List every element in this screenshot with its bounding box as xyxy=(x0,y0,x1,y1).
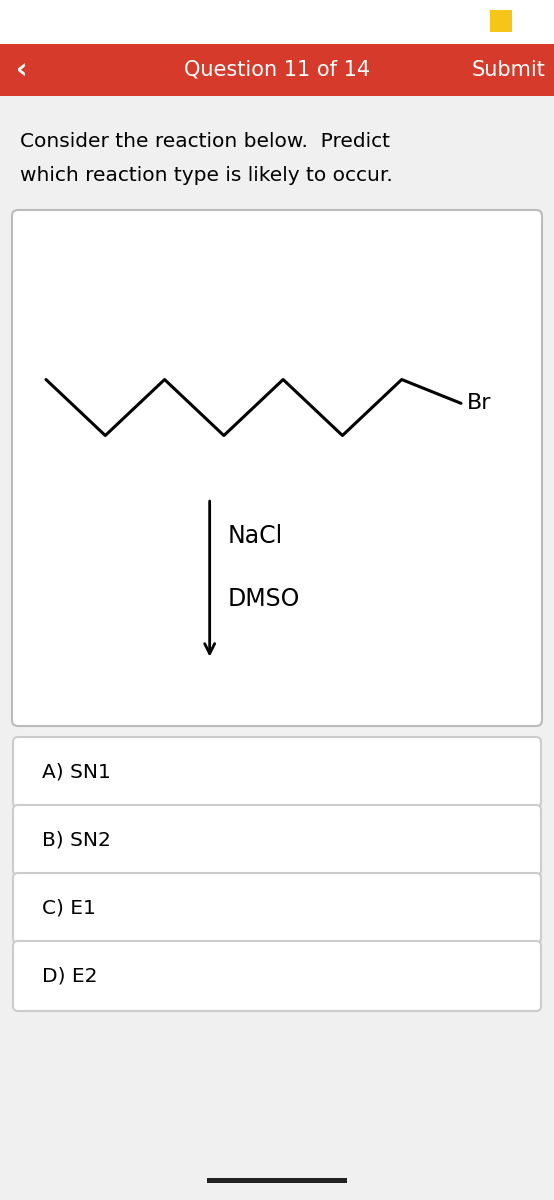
Text: DMSO: DMSO xyxy=(228,587,300,611)
FancyBboxPatch shape xyxy=(13,941,541,1010)
Text: Br: Br xyxy=(467,394,491,413)
Bar xyxy=(0,44,554,96)
FancyBboxPatch shape xyxy=(13,874,541,943)
Text: C) E1: C) E1 xyxy=(42,899,96,918)
Text: A) SN1: A) SN1 xyxy=(42,762,111,781)
Bar xyxy=(0,0,554,44)
Bar xyxy=(207,1178,347,1183)
Text: Submit: Submit xyxy=(472,60,546,80)
Text: Consider the reaction below.  Predict: Consider the reaction below. Predict xyxy=(20,132,390,151)
FancyBboxPatch shape xyxy=(13,805,541,875)
Bar xyxy=(490,10,512,32)
Text: ‹: ‹ xyxy=(16,56,28,84)
Text: Question 11 of 14: Question 11 of 14 xyxy=(184,60,370,80)
FancyBboxPatch shape xyxy=(13,737,541,806)
Text: which reaction type is likely to occur.: which reaction type is likely to occur. xyxy=(20,166,393,185)
Text: B) SN2: B) SN2 xyxy=(42,830,111,850)
FancyBboxPatch shape xyxy=(12,210,542,726)
Text: NaCl: NaCl xyxy=(228,524,283,548)
Text: D) E2: D) E2 xyxy=(42,966,98,985)
